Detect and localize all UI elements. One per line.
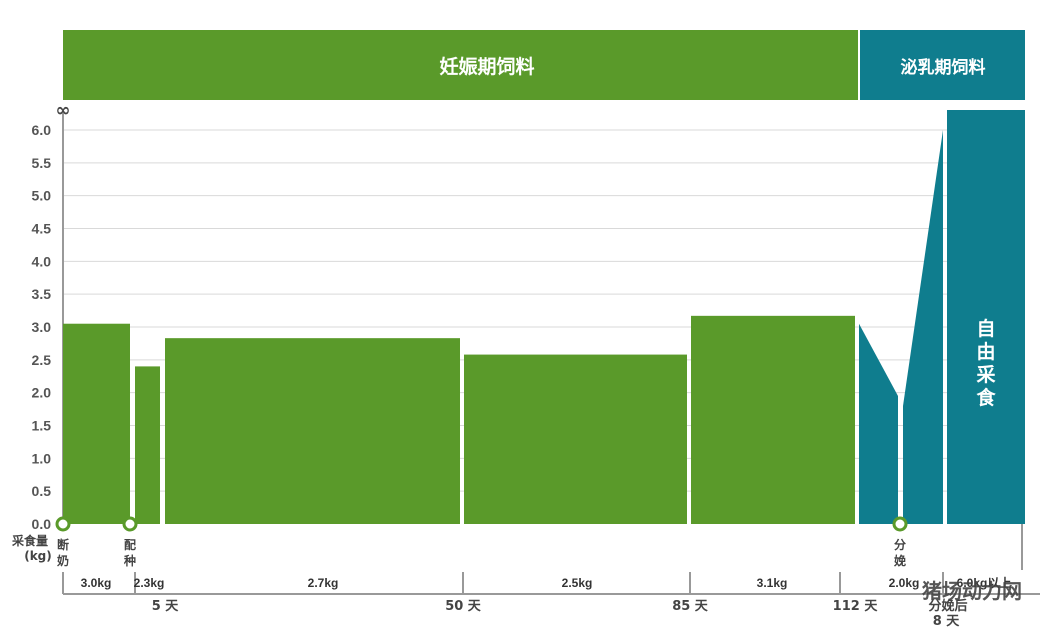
segment-amount-7: 6.0kg以上 bbox=[957, 575, 1012, 590]
free-feed-char: 采 bbox=[976, 364, 995, 386]
mating-label: 种 bbox=[123, 553, 136, 568]
y-tick-label: 3.5 bbox=[32, 286, 52, 302]
segment-amount-4: 2.5kg bbox=[562, 576, 593, 590]
y-tick-label: 0.0 bbox=[32, 516, 52, 532]
segment-amount-2: 2.3kg bbox=[134, 576, 165, 590]
gestation-bar-3 bbox=[165, 338, 460, 524]
y-tick-label: 6.0 bbox=[32, 122, 52, 138]
gestation-phase-label: 妊娠期饲料 bbox=[439, 55, 534, 78]
y-tick-label: 5.5 bbox=[32, 155, 52, 171]
day-label-5: 分娩后 bbox=[928, 598, 967, 614]
day-label-1: 5 天 bbox=[152, 599, 180, 614]
y-tick-label: 1.0 bbox=[32, 450, 52, 466]
y-axis-title: 采食量 bbox=[11, 533, 48, 548]
free-feed-block bbox=[947, 110, 1025, 524]
mating-marker bbox=[122, 516, 138, 532]
weaning-label: 奶 bbox=[57, 553, 69, 568]
lactation-ramp-up bbox=[903, 130, 943, 524]
gestation-phase-band bbox=[63, 30, 858, 100]
day-label-4: 112 天 bbox=[833, 599, 879, 614]
gestation-bar-2 bbox=[135, 366, 160, 524]
y-tick-label: 0.5 bbox=[32, 483, 52, 499]
y-tick-label: 1.5 bbox=[32, 418, 52, 434]
free-feed-char: 由 bbox=[976, 340, 995, 363]
day-label-2: 50 天 bbox=[445, 599, 482, 614]
y-tick-label: 4.5 bbox=[32, 221, 52, 237]
farrowing-label: 娩 bbox=[893, 553, 906, 568]
farrowing-marker bbox=[892, 516, 908, 532]
y-tick-label: 5.0 bbox=[32, 188, 52, 204]
weaning-label: 断 bbox=[57, 537, 69, 552]
infinity-symbol: ∞ bbox=[56, 100, 71, 121]
gestation-bar-4 bbox=[464, 354, 687, 524]
segment-amount-3: 2.7kg bbox=[308, 576, 339, 590]
day-label-6: 8 天 bbox=[933, 614, 961, 629]
lactation-phase-label: 泌乳期饲料 bbox=[901, 57, 986, 78]
lactation-phase-band bbox=[860, 30, 1025, 100]
y-tick-label: 3.0 bbox=[32, 319, 52, 335]
y-axis-unit: (kg) bbox=[24, 549, 52, 563]
weaning-marker bbox=[55, 516, 71, 532]
day-label-3: 85 天 bbox=[672, 599, 709, 614]
watermark-text: 猪场动力网 bbox=[922, 579, 1022, 603]
segment-amount-1: 3.0kg bbox=[81, 576, 112, 590]
y-tick-label: 4.0 bbox=[32, 253, 52, 269]
lactation-pre-farrow-wedge bbox=[859, 323, 898, 524]
y-tick-label: 2.5 bbox=[32, 352, 52, 368]
y-tick-label: 2.0 bbox=[32, 385, 52, 401]
mating-label: 配 bbox=[124, 537, 136, 552]
free-feed-char: 食 bbox=[976, 386, 996, 409]
farrowing-label: 分 bbox=[894, 537, 906, 552]
segment-amount-6: 2.0kg bbox=[889, 576, 920, 590]
free-feed-char: 自 bbox=[976, 317, 995, 340]
segment-amount-5: 3.1kg bbox=[757, 576, 788, 590]
gestation-bar-5 bbox=[691, 315, 855, 524]
gestation-bar-1 bbox=[63, 323, 130, 524]
